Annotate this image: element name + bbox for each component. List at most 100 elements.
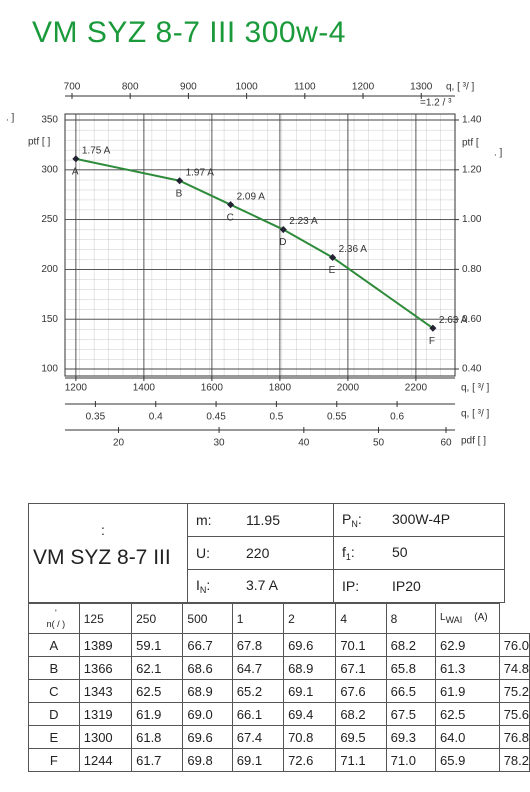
x-tick-label: 1800 (269, 383, 292, 394)
table-cell: 76.0 (498, 633, 530, 657)
header-row: ' n( / ) 125 250 500 1 2 4 8 LWAI (A) (28, 603, 530, 634)
y-tick-label: 300 (41, 164, 58, 175)
table-row: A 1389 59.1 66.7 67.8 69.6 70.1 68.2 62.9 76.0 (28, 633, 530, 657)
top_axis-tick-label: 900 (180, 82, 197, 93)
table-cell: 68.2 (335, 702, 387, 726)
operating-point (72, 155, 80, 163)
y2-tick-label: 1.40 (462, 115, 482, 126)
top-axis-note: =1.2 / ³ (420, 98, 452, 109)
spec-symbol: m (196, 512, 208, 528)
spec-label: IP: (342, 578, 392, 594)
spec-label: m: (196, 512, 246, 528)
flow_axis-tick-label: 0.55 (327, 412, 347, 423)
table-cell: 67.4 (231, 725, 285, 749)
spec-name-cell: : VM SYZ 8-7 III (28, 503, 188, 603)
point-label: F (429, 336, 435, 347)
plot-area (64, 113, 456, 377)
table-cell: 70.1 (335, 633, 387, 657)
table-cell: 62.1 (131, 656, 184, 680)
table-row: F 1244 61.7 69.8 69.1 72.6 71.1 71.0 65.9 78.2 (28, 748, 530, 772)
flow_axis-tick-label: 0.35 (86, 412, 106, 423)
flow_axis-tick-label: 0.45 (206, 412, 226, 423)
spec-label: IN: (196, 577, 246, 595)
operating-point (429, 324, 437, 332)
spec-value: 220 (246, 545, 270, 561)
dynamic_axis-label: pdf [ ] (461, 436, 486, 447)
table-cell: F (28, 748, 80, 772)
table-cell: 61.7 (131, 748, 184, 772)
flow_axis-tick-label: 0.6 (390, 412, 404, 423)
top_axis-tick-label: 800 (122, 82, 139, 93)
table-cell: 62.5 (435, 702, 500, 726)
table-cell: 69.1 (231, 748, 285, 772)
lw-unit: (A) (474, 612, 488, 623)
table-cell: 65.8 (385, 656, 437, 680)
x-tick-label: 1400 (133, 383, 156, 394)
x-tick-label: 2200 (405, 383, 428, 394)
x-axis-label: q, [ ³/ ] (461, 383, 490, 394)
lw-sub: WAI (445, 615, 463, 625)
table-cell: 67.5 (385, 702, 437, 726)
header-cell: 2 (283, 603, 337, 634)
flow_axis-tick-label: 0.5 (269, 412, 283, 423)
table-cell: 59.1 (131, 633, 184, 657)
chart: 100 150 200 250 300 350 ptf [ ] . ] 0.40 0.60 0.80… (6, 82, 503, 449)
spec-colon: : (206, 545, 211, 561)
table-cell: 72.6 (283, 748, 337, 772)
y2-tick-label: 1.00 (462, 214, 482, 225)
spec-colon: : (206, 577, 211, 593)
table-cell: 64.7 (231, 656, 285, 680)
top_axis-tick-label: 1000 (235, 82, 258, 93)
top_axis-label: q, [ ³/ ] (446, 82, 475, 93)
table-cell: C (28, 679, 80, 703)
table-cell: 68.9 (283, 656, 337, 680)
table-cell: 61.9 (435, 679, 500, 703)
table-cell: 69.6 (283, 633, 337, 657)
table-cell: 67.8 (231, 633, 285, 657)
top_axis-tick-label: 1300 (410, 82, 433, 93)
top_axis-tick-label: 1100 (294, 82, 316, 93)
table-cell: 67.6 (335, 679, 387, 703)
spec-value: 3.7 A (246, 577, 278, 593)
table-cell: 64.0 (435, 725, 500, 749)
current-label: 2.63 A (439, 315, 468, 326)
operating-point (329, 253, 337, 261)
table-cell: 75.2 (498, 679, 530, 703)
table-cell: B (28, 656, 80, 680)
spec-label: f1: (342, 544, 392, 562)
x-tick-label: 2000 (337, 383, 360, 394)
flow_axis-tick-label: 0.4 (149, 412, 163, 423)
spec-note: : (101, 522, 105, 538)
table-row: E 1300 61.8 69.6 67.4 70.8 69.5 69.3 64.0 76.8 (28, 725, 530, 749)
spec-value: 300W-4P (392, 511, 451, 527)
spec-cell: IN: 3.7 A (187, 569, 334, 603)
current-label: 1.75 A (82, 145, 111, 156)
spec-value: IP20 (392, 578, 421, 594)
dynamic_axis-tick-label: 20 (113, 438, 125, 449)
y-axis-note: . ] (6, 113, 15, 124)
y-tick-label: 150 (41, 314, 58, 325)
table-cell: 62.9 (435, 633, 500, 657)
dynamic_axis-tick-label: 50 (373, 438, 385, 449)
header-cell: ' n( / ) (28, 603, 80, 634)
y2-axis-label: ptf [ (462, 138, 479, 149)
table-cell: 69.5 (335, 725, 387, 749)
y2-tick-label: 0.80 (462, 264, 482, 275)
x-tick-label: 1600 (201, 383, 224, 394)
table-cell: 74.8 (498, 656, 530, 680)
spec-colon: : (355, 578, 360, 594)
spec-value: 50 (392, 544, 408, 560)
current-label: 2.36 A (339, 244, 368, 255)
table-cell: 69.6 (182, 725, 233, 749)
spec-symbol: IP (342, 578, 356, 594)
spec-cell: f1: 50 (333, 536, 505, 570)
table-cell: 78.2 (498, 748, 530, 772)
table-cell: 75.6 (498, 702, 530, 726)
table-cell: 1319 (78, 702, 133, 726)
table-cell: 1343 (78, 679, 133, 703)
spec-cell: PN: 300W-4P (333, 503, 505, 537)
table-cell: E (28, 725, 80, 749)
spec-sub: N (199, 585, 207, 595)
current-label: 2.23 A (289, 216, 318, 227)
